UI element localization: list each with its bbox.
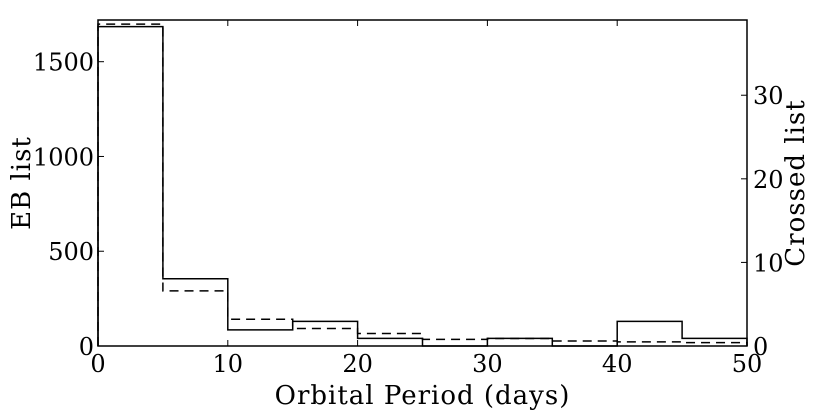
left-y-axis-label: EB list [7,136,37,230]
x-axis-label: Orbital Period (days) [275,381,571,411]
x-tick-label: 30 [472,350,503,378]
right-y-tick-label: 30 [753,82,784,110]
left-y-tick-label: 1500 [33,49,94,77]
left-y-tick-label: 0 [79,333,94,361]
dashed-histogram-line [97,23,748,346]
left-y-tick-label: 1000 [33,143,94,171]
dashed-histogram-series [97,23,748,346]
plot-frame [97,19,748,347]
x-tick-label: 40 [602,350,633,378]
x-tick-label: 50 [732,350,763,378]
right-y-tick-label: 10 [753,249,784,277]
x-tick-label: 10 [213,350,244,378]
x-tick-label: 0 [90,350,105,378]
solid-histogram-series [97,25,748,347]
x-tick-label: 20 [342,350,373,378]
right-y-tick-label: 20 [753,166,784,194]
left-y-tick-label: 500 [48,238,94,266]
solid-histogram-line [97,25,748,347]
right-y-tick-label: 0 [753,333,768,361]
right-y-axis-label: Crossed list [781,99,811,266]
